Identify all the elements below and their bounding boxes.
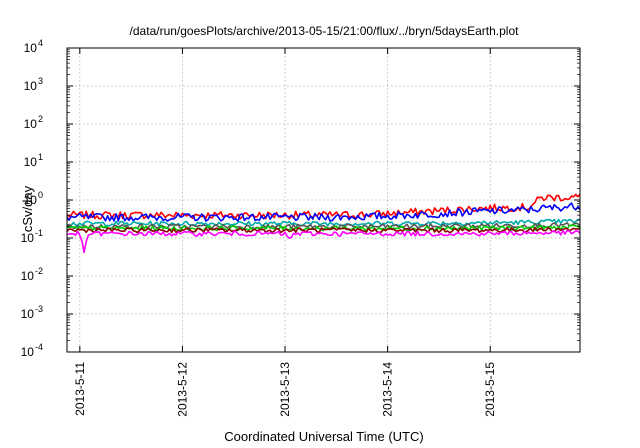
- y-tick-exponent: 2: [38, 114, 43, 124]
- y-tick-exponent: 3: [38, 76, 43, 86]
- y-axis-label: cSv/day: [20, 185, 35, 232]
- chart-title: /data/run/goesPlots/archive/2013-05-15/2…: [130, 24, 520, 38]
- x-tick-label: 2013-5-14: [381, 362, 395, 417]
- y-tick-exponent: -4: [35, 342, 43, 352]
- y-tick-exponent: -2: [35, 266, 43, 276]
- y-tick-exponent: 0: [38, 190, 43, 200]
- y-tick-exponent: 4: [38, 38, 43, 48]
- x-axis-label: Coordinated Universal Time (UTC): [224, 429, 423, 444]
- x-tick-label: 2013-5-12: [175, 362, 189, 417]
- series-line: [66, 222, 581, 230]
- x-tick-label: 2013-5-15: [483, 362, 497, 417]
- series-layer: [66, 193, 581, 254]
- y-tick-exponent: -1: [35, 228, 43, 238]
- x-tick-labels: 2013-5-11 2013-5-12 2013-5-13 2013-5-14 2013…: [73, 362, 497, 417]
- x-tick-label: 2013-5-13: [278, 362, 292, 417]
- axis-ticks: [67, 47, 580, 353]
- y-tick-exponent: 1: [38, 152, 43, 162]
- grid-lines: [67, 48, 580, 352]
- x-tick-label: 2013-5-11: [73, 362, 87, 416]
- series-line: [66, 202, 581, 222]
- series-line: [66, 226, 581, 234]
- series-line: [66, 229, 581, 254]
- series-line: [66, 224, 581, 232]
- y-tick-exponent: -3: [35, 304, 43, 314]
